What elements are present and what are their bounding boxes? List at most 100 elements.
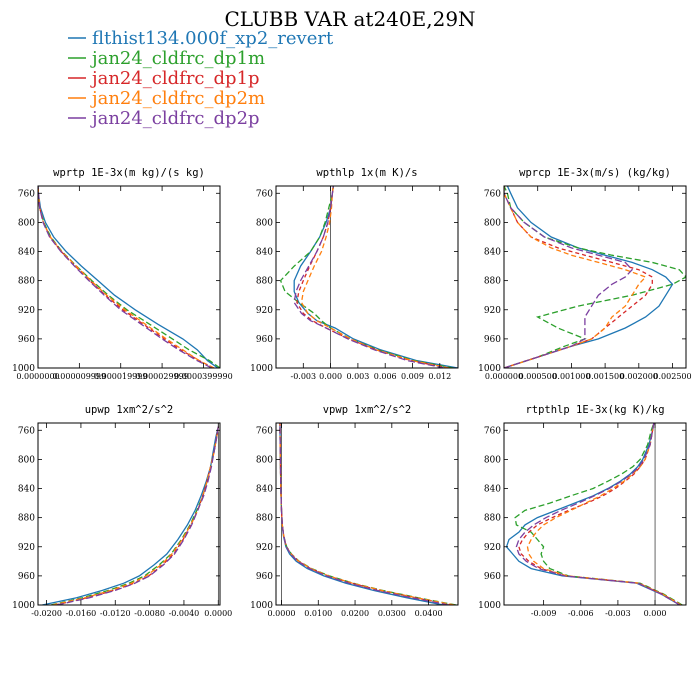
x-tick-label: 0.006 — [374, 372, 397, 381]
chart-panel-2: wprcp 1E-3x(m/s) (kg/kg) 760 800 840 880 920 9… — [478, 167, 692, 381]
series-line-4 — [515, 423, 681, 605]
x-tick-label: 0.012 — [428, 372, 451, 381]
series-line-2 — [55, 426, 219, 605]
x-tick-label: 0.009 — [401, 372, 424, 381]
y-tick-label: 1000 — [478, 364, 501, 374]
chart-panel-3: upwp 1xm^2/s^27608008408809209601000-0.0… — [12, 404, 232, 618]
series-line-1 — [279, 423, 457, 605]
y-tick-label: 960 — [256, 335, 273, 345]
y-tick-label: 920 — [256, 543, 273, 553]
x-tick-label: 0.0200 — [341, 609, 369, 618]
series-line-0 — [279, 423, 444, 605]
legend-label-1: jan24_cldfrc_dp1m — [90, 48, 265, 69]
y-tick-label: 800 — [18, 218, 35, 228]
y-tick-label: 920 — [256, 306, 273, 316]
chart-panel-1: wpthlp 1x(m K)/s 760 800 840 880 920 960 1000 -0… — [250, 167, 459, 381]
series-line-4 — [56, 426, 219, 605]
x-tick-label: -0.0040 — [169, 609, 200, 618]
series-line-3 — [38, 186, 215, 368]
x-tick-label: 0.0300 — [378, 609, 406, 618]
x-tick-label: 0.001500 — [586, 372, 624, 381]
series-line-1 — [38, 186, 220, 368]
legend-label-0: flthist134.000f_xp2_revert — [92, 28, 334, 49]
y-tick-label: 960 — [18, 572, 35, 582]
y-tick-label: 840 — [18, 485, 35, 495]
series-line-3 — [526, 423, 682, 605]
series-line-3 — [300, 186, 450, 368]
x-tick-label: 0.002000 — [620, 372, 658, 381]
series-line-4 — [38, 186, 212, 368]
panel-title: wpthlp 1x(m K)/s — [316, 167, 417, 179]
x-tick-label: 0.000029999 — [135, 372, 188, 381]
y-tick-label: 1000 — [478, 601, 501, 611]
y-tick-label: 760 — [18, 426, 35, 436]
x-tick-label: -0.003 — [605, 609, 631, 618]
x-tick-label: -0.0080 — [134, 609, 165, 618]
series-line-2 — [38, 186, 215, 368]
chart-panel-5: rtpthlp 1E-3x(kg K)/kg 760 800 840 880 920 960… — [478, 404, 687, 618]
series-line-4 — [279, 423, 449, 605]
series-line-1 — [279, 186, 454, 368]
x-tick-label: 0.003 — [346, 372, 369, 381]
y-tick-label: 880 — [18, 514, 35, 524]
x-tick-label: 0.0100 — [304, 609, 332, 618]
x-tick-label: 0.000 — [319, 372, 342, 381]
plot-frame — [503, 422, 687, 606]
y-tick-label: 800 — [18, 455, 35, 465]
y-tick-label: 880 — [484, 514, 501, 524]
x-tick-label: 0.0000399990 — [174, 372, 233, 381]
x-tick-label: 0.000019999 — [94, 372, 147, 381]
y-tick-label: 840 — [256, 248, 273, 258]
series-line-2 — [279, 423, 453, 605]
series-line-2 — [518, 423, 682, 605]
y-tick-label: 880 — [18, 277, 35, 287]
x-tick-label: 0.001000 — [552, 372, 590, 381]
series-line-1 — [514, 423, 683, 605]
y-tick-label: 800 — [484, 455, 501, 465]
x-tick-label: -0.009 — [531, 609, 557, 618]
series-line-0 — [504, 186, 674, 368]
panel-title: wprcp 1E-3x(m/s) (kg/kg) — [519, 167, 671, 179]
y-tick-label: 840 — [18, 248, 35, 258]
y-tick-label: 760 — [484, 426, 501, 436]
y-tick-label: 880 — [256, 514, 273, 524]
y-tick-label: 800 — [256, 455, 273, 465]
plot-frame — [275, 422, 459, 606]
series-line-3 — [504, 186, 647, 368]
y-tick-label: 960 — [256, 572, 273, 582]
y-tick-label: 760 — [18, 189, 35, 199]
legend: flthist134.000f_xp2_revertjan24_cldfrc_d… — [68, 28, 334, 129]
chart-panel-0: wprtp 1E-3x(m kg)/(s kg) 760 800 840 880 920 9… — [12, 167, 233, 381]
series-line-2 — [504, 186, 653, 368]
panels: wprtp 1E-3x(m kg)/(s kg) 760 800 840 880 920 9… — [12, 167, 692, 618]
y-tick-label: 1000 — [12, 364, 35, 374]
y-tick-label: 1000 — [250, 364, 273, 374]
x-tick-label: 0.0000 — [204, 609, 232, 618]
y-tick-label: 760 — [484, 189, 501, 199]
x-tick-label: 0.0400 — [415, 609, 443, 618]
x-tick-label: -0.003 — [290, 372, 316, 381]
y-tick-label: 920 — [484, 306, 501, 316]
x-tick-label: 0.000000 — [485, 372, 523, 381]
series-line-0 — [38, 186, 219, 368]
y-tick-label: 920 — [18, 543, 35, 553]
x-tick-label: -0.0120 — [100, 609, 131, 618]
series-line-1 — [504, 186, 686, 368]
plot-frame — [503, 185, 687, 369]
series-line-0 — [293, 186, 458, 368]
panel-title: wprtp 1E-3x(m kg)/(s kg) — [53, 167, 205, 179]
series-line-2 — [296, 186, 450, 368]
y-tick-label: 1000 — [12, 601, 35, 611]
y-tick-label: 800 — [256, 218, 273, 228]
y-tick-label: 960 — [18, 335, 35, 345]
y-tick-label: 920 — [484, 543, 501, 553]
y-tick-label: 840 — [484, 248, 501, 258]
series-line-4 — [293, 186, 445, 368]
y-tick-label: 960 — [484, 335, 501, 345]
x-tick-label: -0.0160 — [66, 609, 97, 618]
panel-title: rtpthlp 1E-3x(kg K)/kg — [525, 404, 664, 416]
y-tick-label: 920 — [18, 306, 35, 316]
y-tick-label: 880 — [256, 277, 273, 287]
x-tick-label: 0.000500 — [519, 372, 557, 381]
